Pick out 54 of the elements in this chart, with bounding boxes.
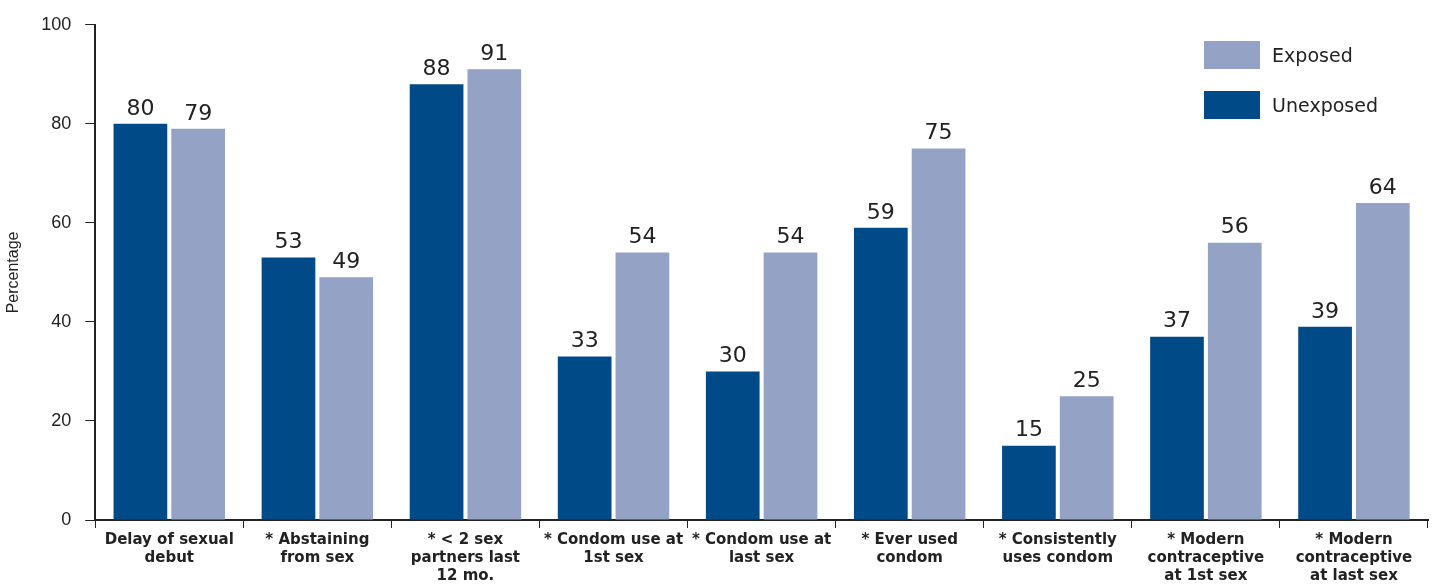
bar: [409, 84, 464, 520]
data-label: 79: [184, 99, 213, 125]
data-label: 88: [422, 54, 451, 80]
y-axis-title: Percentage: [4, 231, 22, 314]
x-tick-label: * < 2 sex partners last 12 mo.: [410, 529, 521, 584]
y-tick-label: 0: [61, 508, 72, 529]
y-tick-label: 60: [51, 211, 72, 232]
data-label: 75: [924, 119, 953, 145]
bar: [1207, 242, 1262, 520]
y-tick-label: 80: [51, 112, 72, 133]
data-label: 15: [1014, 416, 1043, 442]
bar: [467, 69, 522, 520]
bar: [1059, 396, 1114, 520]
data-label: 80: [126, 94, 155, 120]
data-label: 59: [866, 198, 895, 224]
bar: [113, 123, 168, 520]
legend-label: Unexposed: [1272, 93, 1378, 116]
x-tick-label: * Condom use at last sex: [691, 529, 832, 566]
x-tick-label: * Abstaining from sex: [265, 529, 370, 566]
bar: [763, 252, 818, 520]
data-label: 49: [332, 248, 361, 274]
x-tick-label: * Consistently uses condom: [998, 529, 1118, 566]
x-tick-label: Delay of sexual debut: [104, 529, 234, 566]
bar: [1002, 445, 1056, 520]
data-label: 91: [480, 40, 509, 66]
bar: [171, 128, 226, 520]
bar: [911, 148, 966, 520]
data-label: 54: [628, 223, 657, 249]
bar: [1298, 326, 1352, 520]
bar: [705, 371, 760, 520]
data-label: 30: [718, 342, 747, 368]
data-label: 25: [1072, 366, 1101, 392]
x-tick-label: * Modern contraceptive at last sex: [1295, 529, 1413, 584]
data-label: 39: [1311, 297, 1340, 323]
data-label: 37: [1163, 307, 1191, 333]
bar: [319, 277, 374, 520]
bar: [853, 227, 908, 520]
y-tick-label: 20: [51, 409, 72, 430]
x-tick-label: * Ever used condom: [861, 529, 958, 566]
y-tick-label: 100: [41, 13, 72, 34]
x-tick-label: * Condom use at 1st sex: [543, 529, 684, 566]
bar: [615, 252, 670, 520]
bar: [1150, 336, 1204, 520]
data-label: 64: [1368, 173, 1397, 199]
bar: [1355, 203, 1410, 520]
data-label: 56: [1220, 213, 1249, 239]
bar: [261, 257, 316, 520]
legend-label: Exposed: [1272, 43, 1353, 66]
x-tick-label: * Modern contraceptive at 1st sex: [1147, 529, 1265, 584]
data-label: 53: [274, 228, 303, 254]
data-label: 33: [570, 327, 599, 353]
data-label: 54: [776, 223, 805, 249]
y-tick-label: 40: [51, 310, 72, 331]
bar: [557, 356, 612, 520]
